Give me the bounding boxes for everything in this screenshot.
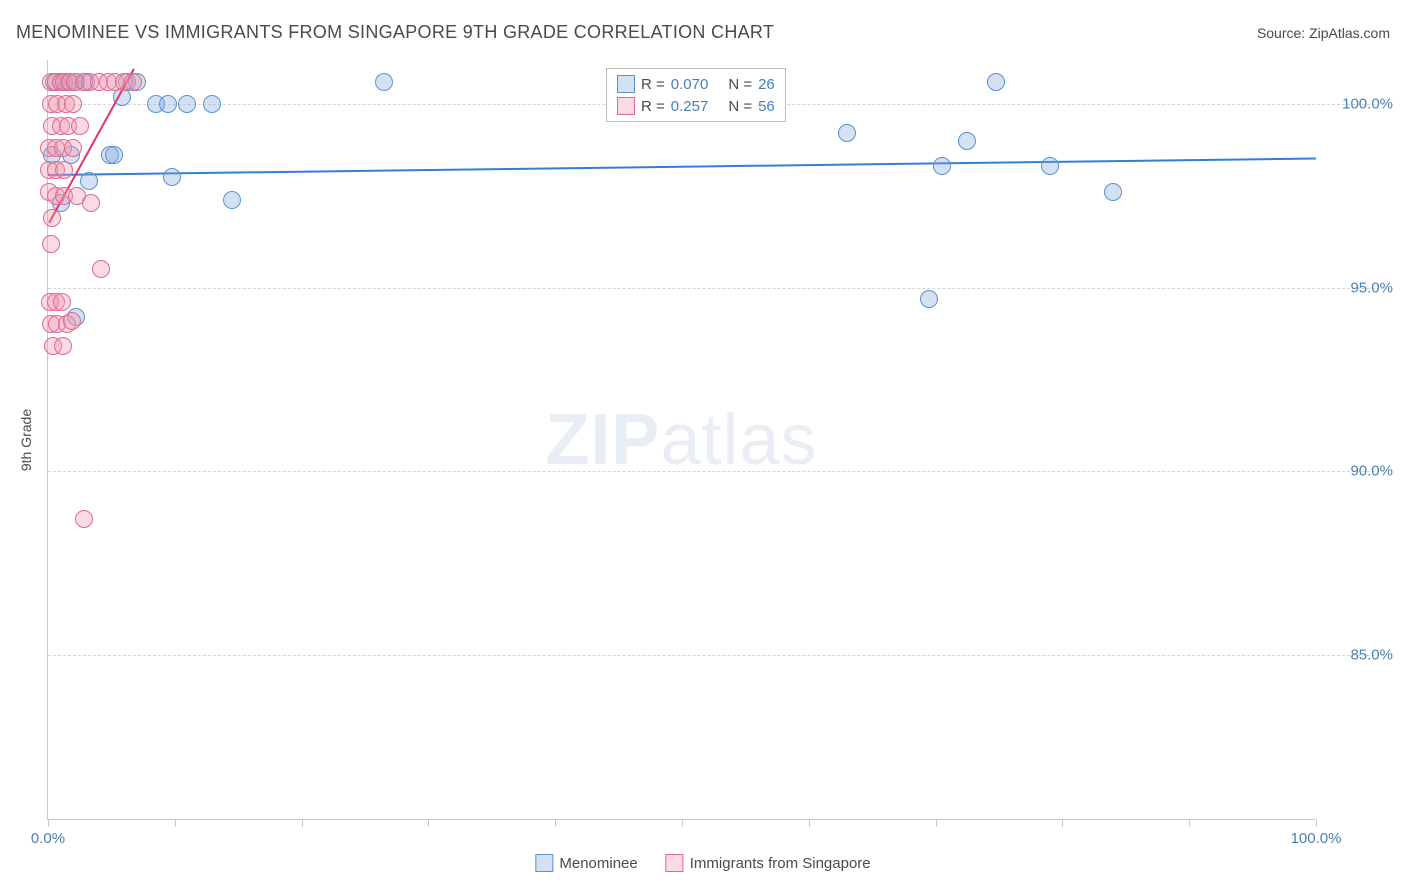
point-menominee bbox=[987, 73, 1005, 91]
x-tick bbox=[1062, 819, 1063, 827]
x-tick-label: 0.0% bbox=[31, 830, 65, 847]
legend-swatch-singapore bbox=[666, 854, 684, 872]
swatch-singapore bbox=[617, 97, 635, 115]
y-tick-label: 95.0% bbox=[1350, 279, 1393, 296]
chart-title: MENOMINEE VS IMMIGRANTS FROM SINGAPORE 9… bbox=[16, 22, 774, 43]
x-tick bbox=[555, 819, 556, 827]
stat-r-value: 0.070 bbox=[671, 76, 709, 93]
x-tick bbox=[936, 819, 937, 827]
legend-label: Immigrants from Singapore bbox=[690, 855, 871, 872]
x-tick bbox=[809, 819, 810, 827]
stat-n-label: N = bbox=[728, 76, 752, 93]
y-axis-label: 9th Grade bbox=[18, 409, 34, 471]
point-menominee bbox=[178, 95, 196, 113]
legend-item-singapore: Immigrants from Singapore bbox=[666, 854, 871, 872]
watermark-bold: ZIP bbox=[545, 400, 660, 480]
gridline bbox=[48, 655, 1375, 656]
x-tick bbox=[428, 819, 429, 827]
x-tick bbox=[1189, 819, 1190, 827]
stat-r-label: R = bbox=[641, 98, 665, 115]
legend-label: Menominee bbox=[559, 855, 637, 872]
gridline bbox=[48, 471, 1375, 472]
watermark: ZIPatlas bbox=[545, 399, 817, 481]
point-menominee bbox=[1041, 157, 1059, 175]
point-menominee bbox=[223, 191, 241, 209]
point-menominee bbox=[163, 168, 181, 186]
point-singapore bbox=[71, 117, 89, 135]
stats-row-menominee: R = 0.070 N = 26 bbox=[617, 73, 775, 95]
x-tick bbox=[48, 819, 49, 827]
legend-item-menominee: Menominee bbox=[535, 854, 637, 872]
gridline bbox=[48, 288, 1375, 289]
point-singapore bbox=[64, 95, 82, 113]
point-singapore bbox=[54, 337, 72, 355]
y-tick-label: 85.0% bbox=[1350, 646, 1393, 663]
point-menominee bbox=[159, 95, 177, 113]
point-menominee bbox=[105, 146, 123, 164]
x-tick bbox=[302, 819, 303, 827]
stats-row-singapore: R = 0.257 N = 56 bbox=[617, 95, 775, 117]
x-tick bbox=[175, 819, 176, 827]
scatter-plot-area: ZIPatlas 85.0%90.0%95.0%100.0%0.0%100.0%… bbox=[47, 60, 1315, 820]
stat-n-label: N = bbox=[728, 98, 752, 115]
point-menominee bbox=[1104, 183, 1122, 201]
point-singapore bbox=[63, 312, 81, 330]
stat-r-value: 0.257 bbox=[671, 98, 709, 115]
point-singapore bbox=[124, 73, 142, 91]
point-menominee bbox=[933, 157, 951, 175]
x-tick bbox=[1316, 819, 1317, 827]
point-menominee bbox=[920, 290, 938, 308]
chart-header: MENOMINEE VS IMMIGRANTS FROM SINGAPORE 9… bbox=[16, 22, 1390, 43]
series-legend: Menominee Immigrants from Singapore bbox=[535, 854, 870, 872]
point-singapore bbox=[82, 194, 100, 212]
x-tick bbox=[682, 819, 683, 827]
source-attribution: Source: ZipAtlas.com bbox=[1257, 25, 1390, 41]
stat-n-value: 56 bbox=[758, 98, 775, 115]
point-menominee bbox=[838, 124, 856, 142]
stat-r-label: R = bbox=[641, 76, 665, 93]
point-menominee bbox=[375, 73, 393, 91]
legend-swatch-menominee bbox=[535, 854, 553, 872]
point-singapore bbox=[75, 510, 93, 528]
point-singapore bbox=[53, 293, 71, 311]
stat-n-value: 26 bbox=[758, 76, 775, 93]
point-singapore bbox=[92, 260, 110, 278]
x-tick-label: 100.0% bbox=[1291, 830, 1342, 847]
stats-box: R = 0.070 N = 26 R = 0.257 N = 56 bbox=[606, 68, 786, 122]
trendline-menominee bbox=[48, 157, 1316, 176]
y-tick-label: 100.0% bbox=[1342, 96, 1393, 113]
point-singapore bbox=[43, 209, 61, 227]
point-singapore bbox=[64, 139, 82, 157]
point-menominee bbox=[958, 132, 976, 150]
point-menominee bbox=[203, 95, 221, 113]
swatch-menominee bbox=[617, 75, 635, 93]
point-singapore bbox=[42, 235, 60, 253]
watermark-light: atlas bbox=[660, 400, 817, 480]
point-singapore bbox=[55, 161, 73, 179]
y-tick-label: 90.0% bbox=[1350, 463, 1393, 480]
